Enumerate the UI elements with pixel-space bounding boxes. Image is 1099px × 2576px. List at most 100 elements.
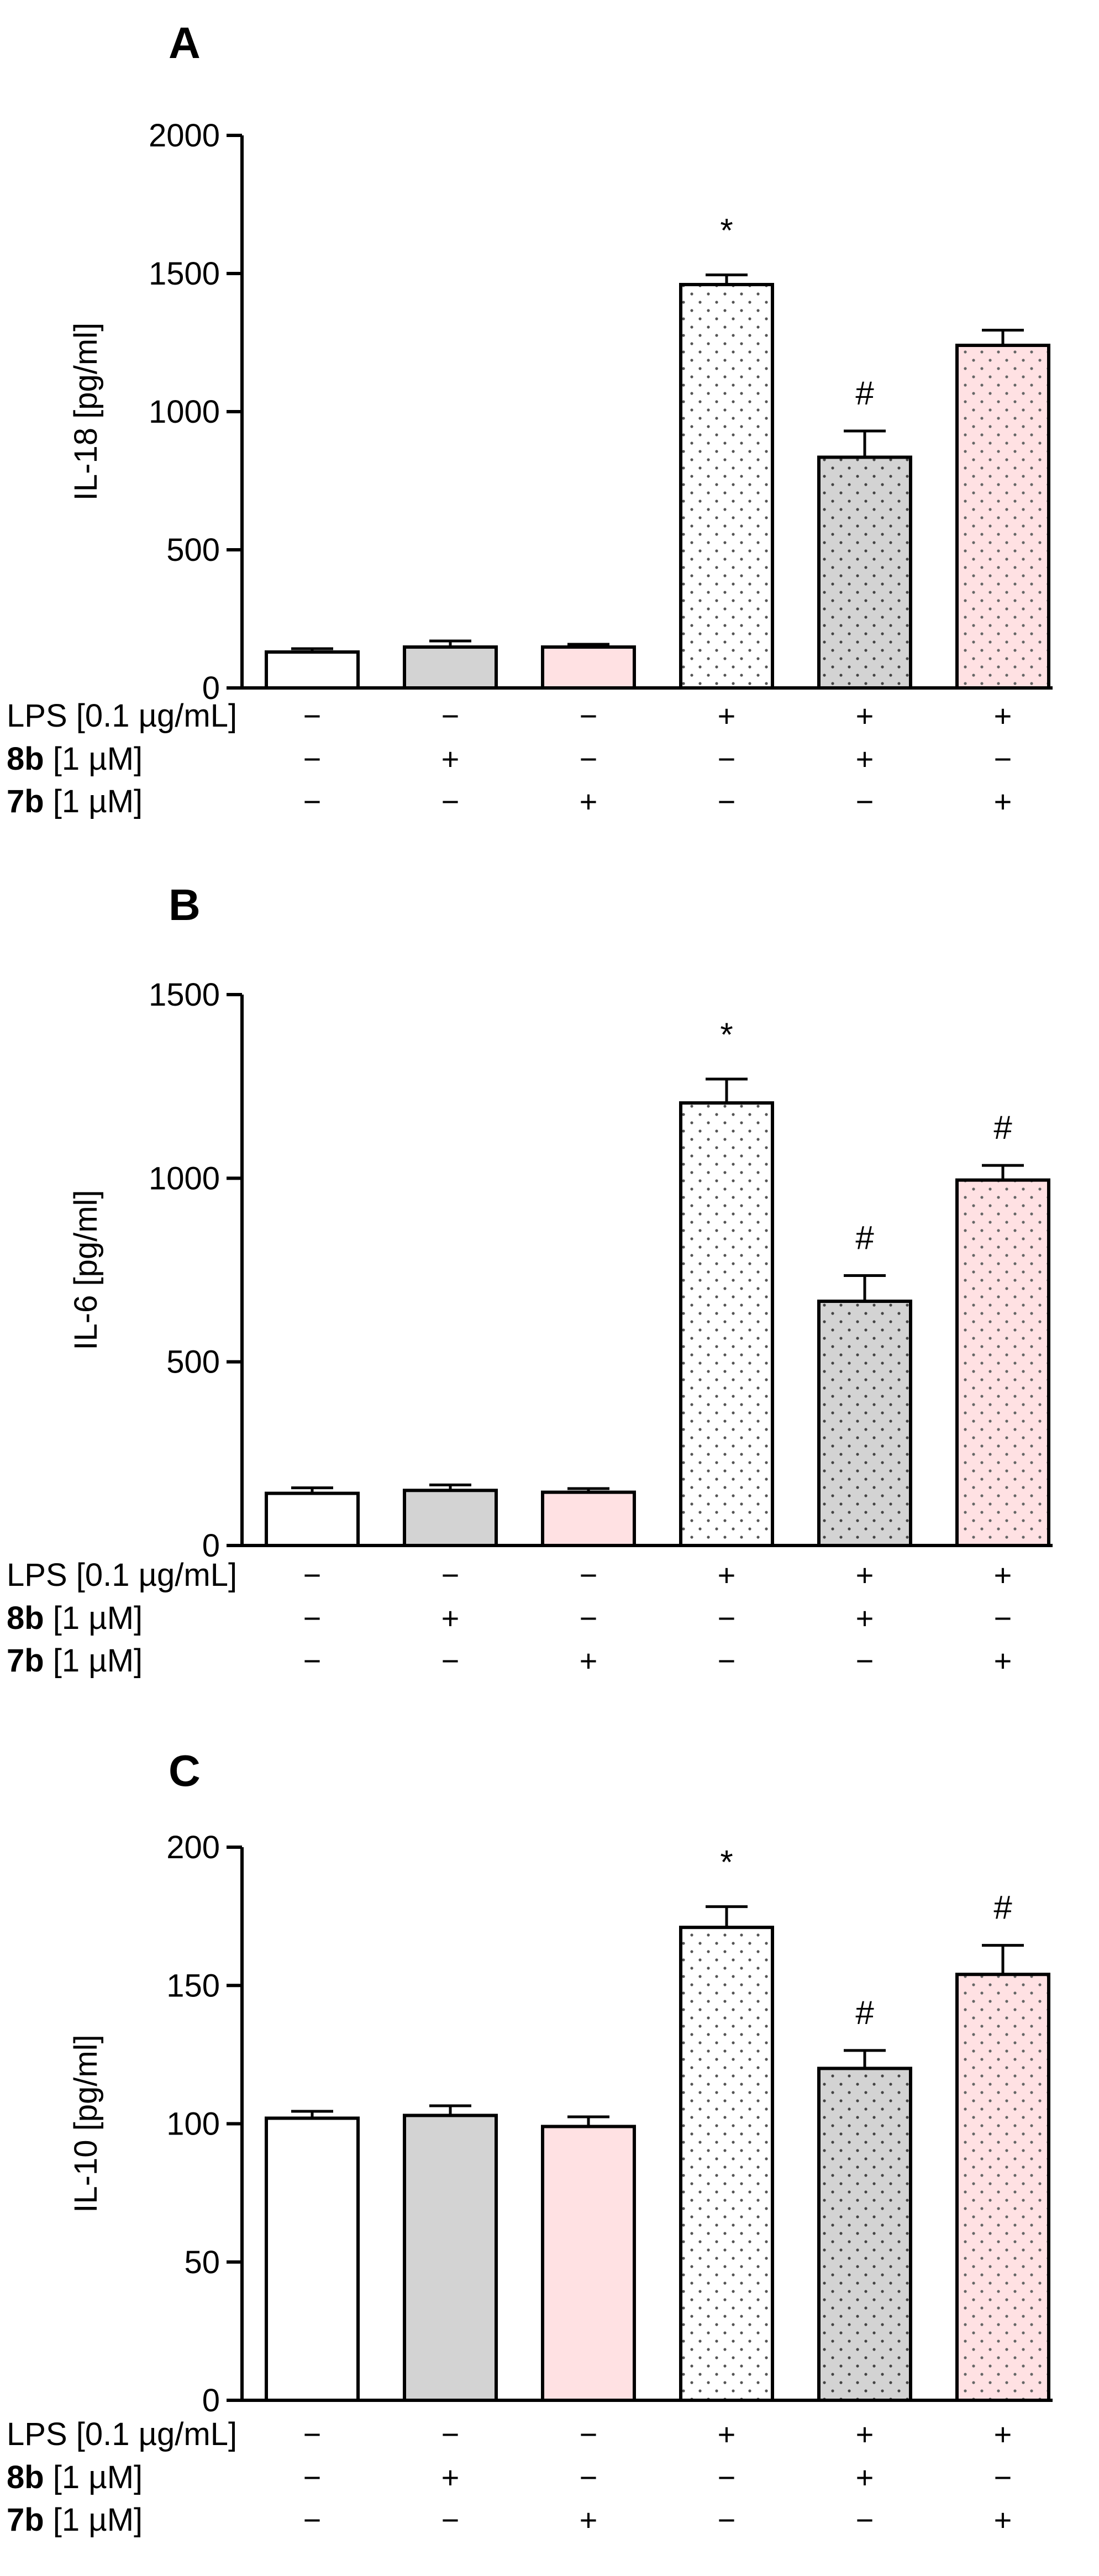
condition-minus: −	[718, 1601, 736, 1636]
condition-dose: [1 µM]	[44, 1643, 143, 1679]
bar	[403, 1489, 498, 1548]
condition-plus: +	[441, 2460, 460, 2495]
condition-minus: −	[441, 784, 460, 819]
condition-minus: −	[718, 2460, 736, 2495]
y-tick-label: 0	[202, 670, 220, 706]
condition-minus: −	[994, 742, 1012, 776]
condition-label: 7b [1 µM]	[7, 784, 143, 819]
condition-minus: −	[718, 742, 736, 776]
condition-plus: +	[580, 1643, 598, 1678]
bar	[817, 455, 912, 690]
condition-compound: 7b	[7, 1643, 44, 1679]
condition-label: 8b [1 µM]	[7, 2459, 143, 2495]
condition-plus: +	[441, 742, 460, 776]
bar	[679, 283, 774, 690]
bar	[541, 1490, 636, 1547]
panel-letter: B	[169, 880, 201, 929]
bar	[541, 2125, 636, 2402]
condition-minus: −	[303, 698, 322, 733]
condition-plus: +	[718, 2417, 736, 2452]
condition-label: 7b [1 µM]	[7, 2502, 143, 2538]
condition-minus: −	[856, 784, 874, 819]
y-tick-label: 100	[166, 2106, 220, 2142]
condition-minus: −	[994, 1601, 1012, 1636]
bar	[679, 1926, 774, 2402]
condition-label: 7b [1 µM]	[7, 1643, 143, 1679]
condition-plus: +	[994, 2417, 1012, 2452]
significance-hash: #	[855, 1994, 874, 2031]
condition-minus: −	[303, 742, 322, 776]
bar	[679, 1101, 774, 1547]
condition-minus: −	[441, 2417, 460, 2452]
y-tick-label: 1500	[149, 977, 220, 1013]
y-axis-label: IL-10 [pg/ml]	[68, 2034, 104, 2212]
condition-plus: +	[856, 1558, 874, 1592]
condition-compound: 8b	[7, 1600, 44, 1636]
condition-plus: +	[994, 1643, 1012, 1678]
bar	[817, 1299, 912, 1547]
condition-minus: −	[441, 698, 460, 733]
condition-minus: −	[718, 1643, 736, 1678]
condition-minus: −	[303, 1558, 322, 1592]
condition-compound: 8b	[7, 741, 44, 777]
significance-hash: #	[993, 1889, 1012, 1926]
condition-dose: LPS [0.1 µg/mL]	[7, 698, 237, 734]
bar	[265, 650, 360, 690]
condition-plus: +	[856, 2460, 874, 2495]
significance-star: *	[720, 1016, 733, 1053]
condition-minus: −	[580, 1601, 598, 1636]
condition-dose: [1 µM]	[44, 2459, 143, 2495]
y-tick-label: 500	[166, 532, 220, 568]
condition-dose: LPS [0.1 µg/mL]	[7, 2416, 237, 2452]
condition-plus: +	[994, 784, 1012, 819]
condition-minus: −	[580, 742, 598, 776]
y-tick-label: 50	[184, 2244, 220, 2280]
condition-label: 8b [1 µM]	[7, 741, 143, 777]
y-axis-label: IL-18 [pg/ml]	[68, 323, 104, 501]
condition-minus: −	[718, 2503, 736, 2537]
condition-dose: LPS [0.1 µg/mL]	[7, 1557, 237, 1593]
significance-hash: #	[855, 375, 874, 412]
panel-letter: C	[169, 1746, 201, 1795]
significance-star: *	[720, 1844, 733, 1881]
significance-star: *	[720, 212, 733, 249]
bar	[403, 2114, 498, 2402]
panel-letter: A	[169, 18, 201, 67]
condition-plus: +	[441, 1601, 460, 1636]
condition-dose: [1 µM]	[44, 784, 143, 819]
y-tick-label: 500	[166, 1344, 220, 1380]
y-tick-label: 0	[202, 1528, 220, 1564]
condition-minus: −	[856, 2503, 874, 2537]
y-tick-label: 200	[166, 1830, 220, 1865]
condition-minus: −	[580, 2460, 598, 2495]
condition-plus: +	[994, 1558, 1012, 1592]
y-tick-label: 2000	[149, 118, 220, 154]
condition-label: 8b [1 µM]	[7, 1600, 143, 1636]
y-tick-label: 150	[166, 1968, 220, 2004]
condition-minus: −	[303, 2460, 322, 2495]
condition-minus: −	[441, 1558, 460, 1592]
condition-label: LPS [0.1 µg/mL]	[7, 2416, 237, 2452]
condition-minus: −	[441, 1643, 460, 1678]
condition-minus: −	[856, 1643, 874, 1678]
bar	[955, 1973, 1050, 2402]
condition-minus: −	[303, 1643, 322, 1678]
condition-compound: 7b	[7, 2502, 44, 2538]
panel-c: C IL-10 [pg/ml] * # #0 50 100 150 200 LPS [0.1 µg…	[7, 1746, 1053, 2538]
bar	[265, 1491, 360, 1548]
condition-label: LPS [0.1 µg/mL]	[7, 1557, 237, 1593]
condition-plus: +	[856, 742, 874, 776]
condition-plus: +	[718, 698, 736, 733]
condition-plus: +	[580, 784, 598, 819]
condition-dose: [1 µM]	[44, 2502, 143, 2538]
bar	[265, 2116, 360, 2402]
condition-plus: +	[580, 2503, 598, 2537]
condition-plus: +	[718, 1558, 736, 1592]
condition-minus: −	[994, 2460, 1012, 2495]
condition-minus: −	[303, 2417, 322, 2452]
y-tick-label: 0	[202, 2383, 220, 2419]
bar	[403, 645, 498, 690]
bar	[955, 344, 1050, 690]
